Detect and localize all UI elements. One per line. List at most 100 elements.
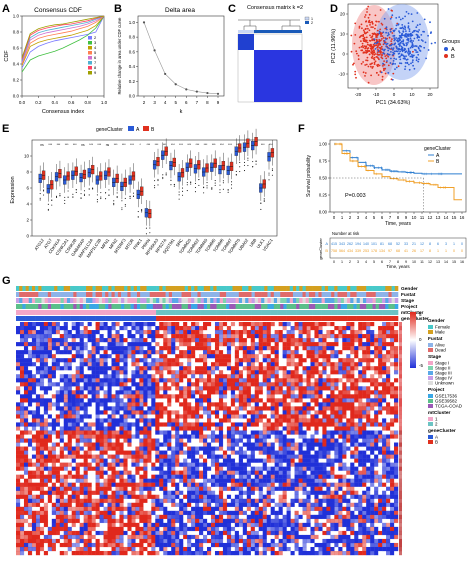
heatmap-cell — [271, 410, 275, 414]
heatmap-cell — [151, 354, 155, 358]
heatmap-cell — [358, 330, 362, 334]
heatmap-cell — [203, 414, 207, 418]
heatmap-cell — [44, 390, 48, 394]
heatmap-cell — [271, 414, 275, 418]
heatmap-cell — [183, 430, 187, 434]
heatmap-cell — [135, 346, 139, 350]
heatmap-cell — [72, 394, 76, 398]
heatmap-cell — [251, 430, 255, 434]
track-cell-Project — [328, 304, 331, 309]
track-cell-Gender — [293, 286, 296, 291]
heatmap-cell — [322, 398, 326, 402]
heatmap-cell — [291, 434, 295, 438]
track-cell-Project — [303, 304, 306, 309]
heatmap-cell — [159, 346, 163, 350]
heatmap-cell — [163, 326, 167, 330]
heatmap-cell — [24, 366, 28, 370]
heatmap-cell — [135, 406, 139, 410]
heatmap-cell — [287, 374, 291, 378]
heatmap-cell — [211, 326, 215, 330]
y-tick-label: 0.6 — [13, 46, 20, 51]
heatmap-cell — [139, 374, 143, 378]
heatmap-cell — [159, 358, 163, 362]
heatmap-cell — [48, 338, 52, 342]
heatmap-cell — [56, 382, 60, 386]
heatmap-cell — [227, 362, 231, 366]
significance-MAP1LC3B: *** — [97, 143, 101, 147]
heatmap-cell — [215, 434, 219, 438]
heatmap-cell — [283, 370, 287, 374]
pca-point-a — [408, 38, 410, 40]
pca-point-a — [400, 27, 402, 29]
heatmap-cell — [175, 386, 179, 390]
heatmap-cell — [187, 358, 191, 362]
heatmap-cell — [171, 386, 175, 390]
heatmap-cell — [227, 434, 231, 438]
track-cell-geneCluster — [328, 316, 331, 321]
outlier-VDAC1-A — [268, 173, 269, 174]
heatmap-cell — [40, 422, 44, 426]
heatmap-cell — [211, 382, 215, 386]
track-cell-Stage — [353, 298, 356, 303]
outlier-RPS6KA3-B — [157, 180, 158, 181]
heatmap-cell — [84, 382, 88, 386]
heatmap-cell — [251, 418, 255, 422]
heatmap-cell — [167, 362, 171, 366]
heatmap-cell — [350, 434, 354, 438]
track-cell-Stage — [261, 298, 264, 303]
heatmap-cell — [338, 418, 342, 422]
heatmap-cell — [235, 434, 239, 438]
heatmap-cell — [36, 439, 40, 443]
heatmap-cell — [211, 398, 215, 402]
heatmap-cell — [382, 414, 386, 418]
track-cell-Project — [201, 304, 204, 309]
heatmap-cell — [287, 346, 291, 350]
heatmap-cell — [362, 426, 366, 430]
heatmap-cell — [227, 414, 231, 418]
heatmap-cell — [314, 422, 318, 426]
heatmap-cell — [271, 430, 275, 434]
outlier-TOMM5-A — [211, 189, 212, 190]
heatmap-cell — [310, 362, 314, 366]
heatmap-cell — [183, 366, 187, 370]
track-cell-Stage — [347, 298, 350, 303]
heatmap-cell — [155, 382, 159, 386]
heatmap-cell — [187, 402, 191, 406]
heatmap-cell — [350, 426, 354, 430]
outlier-ATG12-B — [43, 189, 44, 190]
track-cell-Fustat — [318, 292, 321, 297]
heatmap-cell — [243, 322, 247, 326]
heatmap-cell — [295, 374, 299, 378]
track-cell-Gender — [67, 286, 70, 291]
risk-x-tick-label: 11 — [420, 260, 424, 264]
heatmap-cell — [314, 386, 318, 390]
pca-point-b — [367, 44, 369, 46]
y-tick-label: 0.75 — [319, 159, 328, 164]
track-cell-Fustat — [150, 292, 153, 297]
track-cell-Fustat — [328, 292, 331, 297]
heatmap-cell — [48, 390, 52, 394]
heatmap-cell — [183, 394, 187, 398]
heatmap-cell — [131, 326, 135, 330]
heatmap-cell — [322, 414, 326, 418]
heatmap-cell — [338, 386, 342, 390]
heatmap-cell — [310, 402, 314, 406]
heatmap-cell — [358, 402, 362, 406]
track-cell-Project — [229, 304, 232, 309]
pca-point-a — [392, 79, 394, 81]
outlier-UBA52-A — [244, 170, 245, 171]
heatmap-cell — [56, 326, 60, 330]
heatmap-cell — [159, 394, 163, 398]
track-cell-Stage — [258, 298, 261, 303]
heatmap-cell — [159, 414, 163, 418]
heatmap-cell — [303, 334, 307, 338]
heatmap-cell — [382, 402, 386, 406]
heatmap-cell — [378, 390, 382, 394]
heatmap-cell — [243, 326, 247, 330]
heatmap-cell — [303, 346, 307, 350]
heatmap-cell — [112, 366, 116, 370]
heatmap-cell — [135, 439, 139, 443]
heatmap-cell — [243, 358, 247, 362]
heatmap-cell — [330, 338, 334, 342]
track-cell-mtCluster — [153, 310, 156, 315]
